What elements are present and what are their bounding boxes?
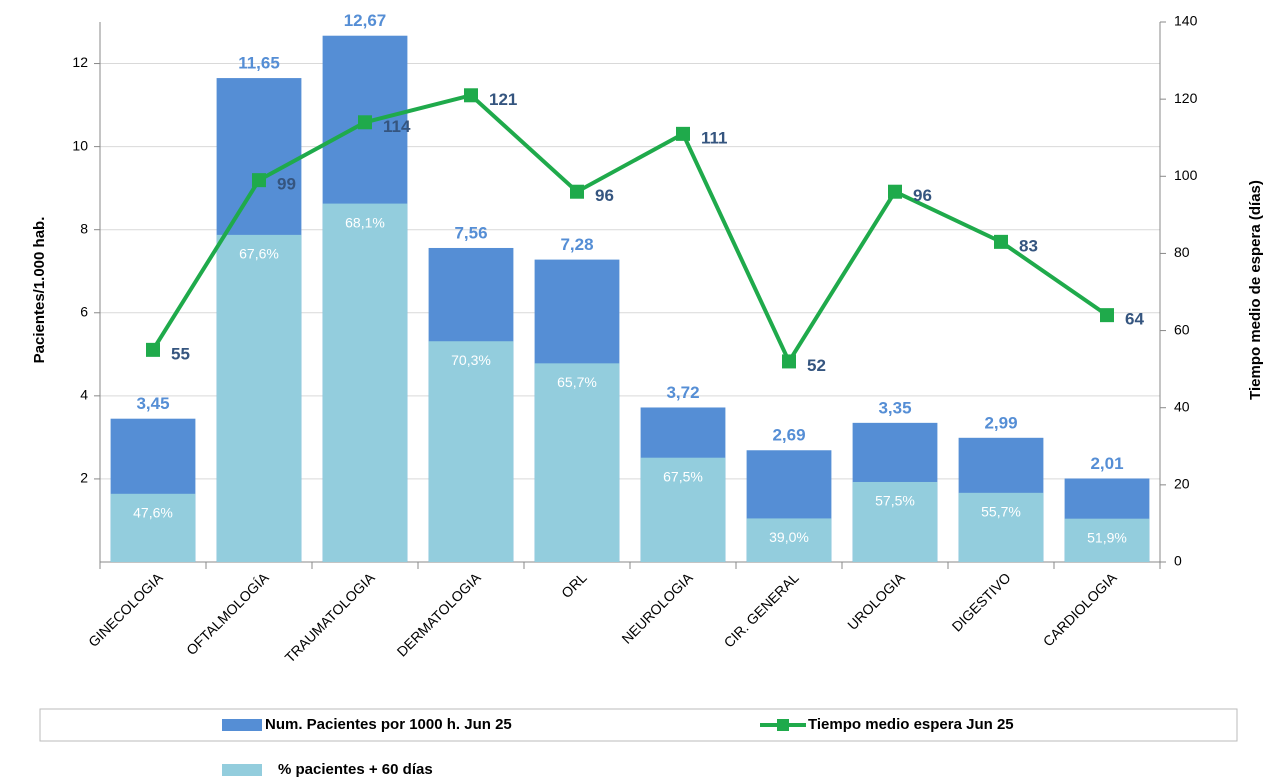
bar-value-label: 12,67 (344, 11, 387, 30)
y2-tick-label: 80 (1174, 244, 1190, 260)
line-marker (1100, 308, 1114, 323)
y2-tick-label: 40 (1174, 398, 1190, 414)
y2-tick-label: 140 (1174, 13, 1198, 29)
x-tick-label: UROLOGIA (844, 569, 908, 633)
share-value-label: 47,6% (133, 504, 173, 520)
share-value-label: 67,6% (239, 246, 279, 262)
legend-swatch (222, 719, 262, 731)
share-value-label: 39,0% (769, 529, 809, 545)
y-tick-label: 12 (72, 54, 88, 70)
share-bar (1064, 518, 1150, 562)
y-tick-label: 4 (80, 387, 88, 403)
x-tick-label: GINECOLOGIA (85, 569, 166, 650)
line-marker (994, 234, 1008, 249)
line-value-label: 96 (595, 186, 614, 205)
bar-value-label: 11,65 (238, 54, 280, 73)
x-tick-label: DERMATOLOGIA (394, 569, 485, 660)
share-value-label: 55,7% (981, 504, 1021, 520)
share-bar (746, 518, 832, 562)
bar-value-label: 7,28 (560, 235, 593, 254)
share-value-label: 51,9% (1087, 529, 1127, 545)
x-tick-label: ORL (558, 569, 590, 601)
legend-label: Num. Pacientes por 1000 h. Jun 25 (265, 716, 512, 733)
y-tick-label: 10 (72, 137, 88, 153)
share-bar (534, 363, 620, 562)
y-tick-label: 6 (80, 303, 88, 319)
line-marker (676, 126, 690, 141)
bar-value-label: 2,01 (1090, 454, 1123, 473)
share-value-label: 67,5% (663, 468, 703, 484)
y2-tick-label: 20 (1174, 476, 1190, 492)
share-bar (322, 203, 408, 562)
line-value-label: 96 (913, 186, 932, 205)
legend-label: Tiempo medio espera Jun 25 (808, 716, 1014, 733)
y-tick-label: 2 (80, 470, 88, 486)
line-value-label: 114 (383, 117, 411, 136)
bar-value-label: 2,69 (772, 426, 805, 445)
line-value-label: 52 (807, 356, 826, 375)
x-tick-label: TRAUMATOLOGIA (282, 569, 379, 666)
line-marker (464, 88, 478, 103)
share-bar (852, 481, 938, 562)
y2-tick-label: 0 (1174, 553, 1182, 569)
share-bar (110, 493, 196, 562)
share-bar (640, 457, 726, 562)
share-bar (958, 492, 1044, 562)
line-marker (570, 184, 584, 199)
share-value-label: 65,7% (557, 374, 597, 390)
bar-value-label: 2,99 (984, 413, 1017, 432)
x-tick-label: CIR. GENERAL (721, 569, 802, 650)
line-value-label: 121 (489, 90, 517, 109)
legend-swatch (777, 719, 789, 731)
x-tick-label: OFTALMOLOGÍA (183, 569, 272, 658)
line-value-label: 83 (1019, 236, 1038, 255)
line-value-label: 64 (1125, 310, 1144, 329)
y2-tick-label: 100 (1174, 167, 1198, 183)
y2-tick-label: 120 (1174, 90, 1198, 106)
line-value-label: 55 (171, 344, 190, 363)
x-tick-label: CARDIOLOGIA (1040, 569, 1121, 650)
line-marker (888, 184, 902, 199)
legend-label: % pacientes + 60 días (278, 761, 433, 778)
x-tick-label: DIGESTIVO (949, 569, 1014, 634)
share-value-label: 68,1% (345, 214, 385, 230)
bar-value-label: 3,45 (136, 394, 169, 413)
y-axis-title: Pacientes/1.000 hab. (31, 217, 48, 364)
share-bar (216, 234, 302, 563)
share-bar (428, 341, 514, 562)
line (151, 93, 1109, 366)
bar-value-label: 3,72 (666, 383, 699, 402)
y2-tick-label: 60 (1174, 321, 1190, 337)
y-tick-label: 8 (80, 220, 88, 236)
share-value-label: 70,3% (451, 352, 491, 368)
bar-value-label: 7,56 (454, 223, 487, 242)
line-marker (146, 342, 160, 357)
x-tick-label: NEUROLOGIA (618, 569, 696, 647)
line-marker (252, 173, 266, 188)
legend-swatch (222, 764, 262, 776)
line-value-label: 111 (701, 128, 728, 147)
line-value-label: 99 (277, 175, 296, 194)
line-marker (358, 115, 372, 130)
y2-axis-title: Tiempo medio de espera (días) (1247, 180, 1264, 400)
line-marker (782, 354, 796, 369)
share-value-label: 57,5% (875, 493, 915, 509)
legend-box (39, 708, 1238, 742)
bar-value-label: 3,35 (878, 398, 911, 417)
